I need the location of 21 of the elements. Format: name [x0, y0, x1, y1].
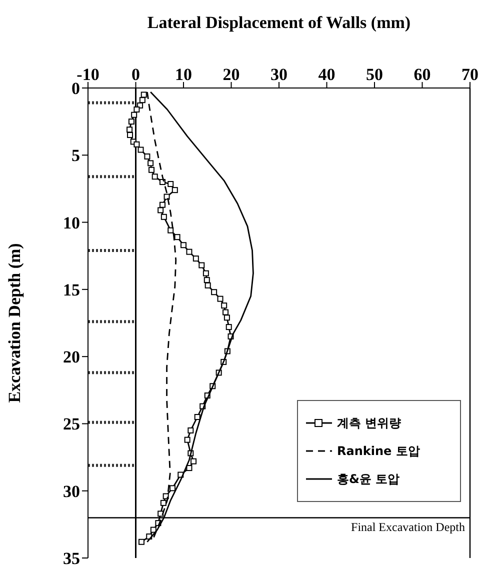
- y-tick-label: 20: [63, 348, 80, 367]
- ref-line-label: Final Excavation Depth: [351, 520, 465, 534]
- x-axis-title: Lateral Displacement of Walls (mm): [146, 12, 412, 34]
- x-tick-label: 0: [132, 65, 140, 84]
- y-tick-label: 5: [72, 146, 80, 166]
- legend-label: 홍&윤 토압: [337, 470, 400, 488]
- y-tick-label: 25: [63, 414, 80, 434]
- x-tick-label: 30: [270, 65, 288, 84]
- legend-label: 계측 변위량: [337, 414, 402, 432]
- y-tick-label: 10: [63, 213, 80, 232]
- x-tick-label: 10: [175, 65, 192, 84]
- x-tick-label: 50: [366, 65, 383, 84]
- y-tick-label: 30: [63, 482, 80, 501]
- x-tick-label: 70: [462, 65, 478, 84]
- x-tick-label: 60: [414, 65, 431, 84]
- x-tick-label: 40: [318, 65, 336, 84]
- x-tick-label: 20: [222, 65, 240, 84]
- y-tick-label: 15: [63, 280, 80, 300]
- y-axis-title: Excavation Depth (m): [5, 243, 24, 403]
- y-tick-label: 35: [63, 549, 80, 568]
- legend-label: Rankine 토압: [337, 442, 420, 460]
